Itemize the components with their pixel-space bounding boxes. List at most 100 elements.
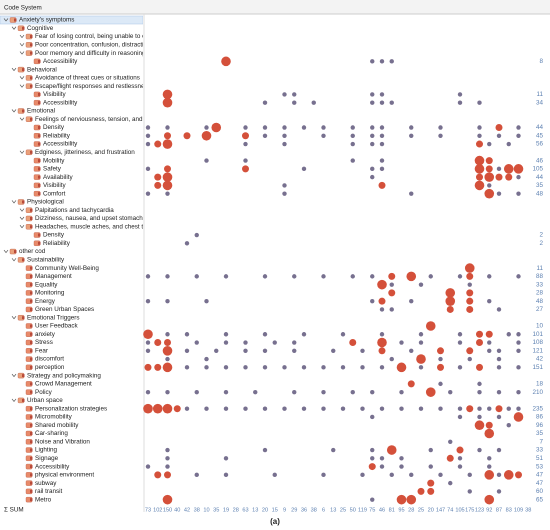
sum-label: Σ SUM — [4, 507, 24, 514]
code-label: Reliability — [43, 132, 71, 139]
cell-dot — [487, 274, 492, 279]
code-icon-dot — [22, 26, 25, 30]
cell-dot — [378, 297, 386, 305]
expander — [19, 150, 25, 154]
code-label: Car-sharing — [35, 430, 68, 437]
code-label: Strategy and policymaking — [27, 372, 101, 379]
cell-dot — [154, 471, 162, 479]
cell-dot — [282, 141, 287, 147]
column-sum: 150 — [163, 507, 172, 513]
column-sum: 123 — [475, 507, 484, 513]
cell-dot — [496, 356, 502, 362]
code-icon-dot — [22, 398, 25, 402]
cell-dot — [506, 406, 511, 411]
row-total: 2 — [539, 240, 543, 247]
cell-dot — [457, 414, 463, 420]
code-label: Headaches, muscle aches, and chest tigh — [35, 223, 152, 230]
column-sum: 175 — [465, 507, 474, 513]
code-icon-dot — [30, 117, 33, 121]
cell-dot — [321, 472, 326, 478]
cell-dot — [162, 172, 173, 182]
code-label: anxiety — [35, 331, 56, 338]
expander — [19, 76, 25, 80]
cell-dot — [143, 329, 153, 340]
code-icon-dot — [30, 415, 33, 419]
cell-dot — [487, 456, 492, 461]
row-total: 151 — [532, 364, 543, 371]
cell-dot — [321, 365, 326, 370]
cell-dot — [418, 365, 424, 370]
cell-dot — [301, 365, 307, 370]
cell-dot — [145, 274, 151, 279]
caption: (a) — [270, 517, 280, 526]
cell-dot — [484, 494, 495, 505]
code-label: Escape/flight responses and restlessness — [35, 83, 151, 90]
code-icon-dot — [30, 473, 33, 477]
column-sum: 25 — [418, 507, 424, 513]
cell-dot — [262, 125, 268, 130]
column-sum: 13 — [330, 507, 336, 513]
code-label: physical environment — [35, 472, 94, 479]
cell-dot — [194, 274, 199, 279]
row-total: 51 — [536, 455, 544, 462]
cell-dot — [379, 307, 385, 312]
cell-dot — [204, 365, 209, 370]
cell-dot — [370, 59, 375, 64]
cell-dot — [446, 305, 454, 313]
cell-dot — [184, 241, 190, 246]
cell-dot — [370, 497, 375, 502]
cell-dot — [389, 307, 394, 312]
cell-dot — [154, 363, 162, 371]
cell-dot — [516, 191, 521, 196]
cell-dot — [292, 348, 297, 353]
cell-dot — [467, 489, 472, 494]
code-label: Metro — [35, 496, 52, 503]
cell-dot — [165, 298, 170, 304]
expander — [19, 84, 25, 88]
cell-dot — [165, 274, 170, 279]
code-label: Feelings of nerviousness, tension, and b… — [35, 116, 153, 123]
cell-dot — [474, 155, 485, 166]
code-label: Micromobility — [35, 414, 73, 421]
cell-dot — [370, 92, 375, 97]
cell-dot — [476, 173, 483, 181]
cell-dot — [427, 487, 435, 495]
code-icon-dot — [14, 250, 17, 254]
column-sum: 74 — [447, 507, 453, 513]
code-icon-dot — [30, 481, 33, 485]
code-icon-dot — [38, 159, 41, 163]
code-label: Density — [43, 124, 65, 131]
code-icon-dot — [30, 76, 33, 80]
cell-dot — [477, 406, 482, 411]
row-total: 86 — [536, 414, 544, 421]
code-label: Physiological — [27, 199, 64, 206]
cell-dot — [484, 188, 495, 199]
code-label: Anxiety's symptoms — [19, 17, 74, 24]
column-sum: 20 — [262, 507, 268, 513]
cell-dot — [409, 191, 414, 196]
cell-dot — [321, 274, 326, 279]
cell-dot — [262, 447, 268, 453]
cell-dot — [282, 183, 287, 188]
cell-dot — [427, 479, 435, 487]
cell-dot — [145, 464, 151, 469]
cell-dot — [292, 389, 297, 395]
code-label: Monitoring — [35, 290, 65, 297]
cell-dot — [487, 406, 492, 411]
code-icon-dot — [38, 183, 41, 187]
cell-dot — [496, 348, 502, 353]
column-sum: 9 — [283, 507, 286, 513]
cell-dot — [406, 271, 417, 282]
cell-dot — [262, 365, 268, 370]
cell-dot — [477, 125, 482, 130]
column-sum: 73 — [145, 507, 151, 513]
cell-dot — [445, 288, 456, 298]
code-label: Dizziness, nausea, and upset stomach — [35, 215, 143, 222]
cell-dot — [360, 365, 365, 370]
row-total: 108 — [532, 339, 543, 346]
code-icon-dot — [38, 142, 41, 146]
cell-dot — [340, 365, 346, 370]
cell-dot — [428, 274, 433, 279]
cell-dot — [409, 298, 414, 304]
code-label: Density — [43, 232, 65, 239]
